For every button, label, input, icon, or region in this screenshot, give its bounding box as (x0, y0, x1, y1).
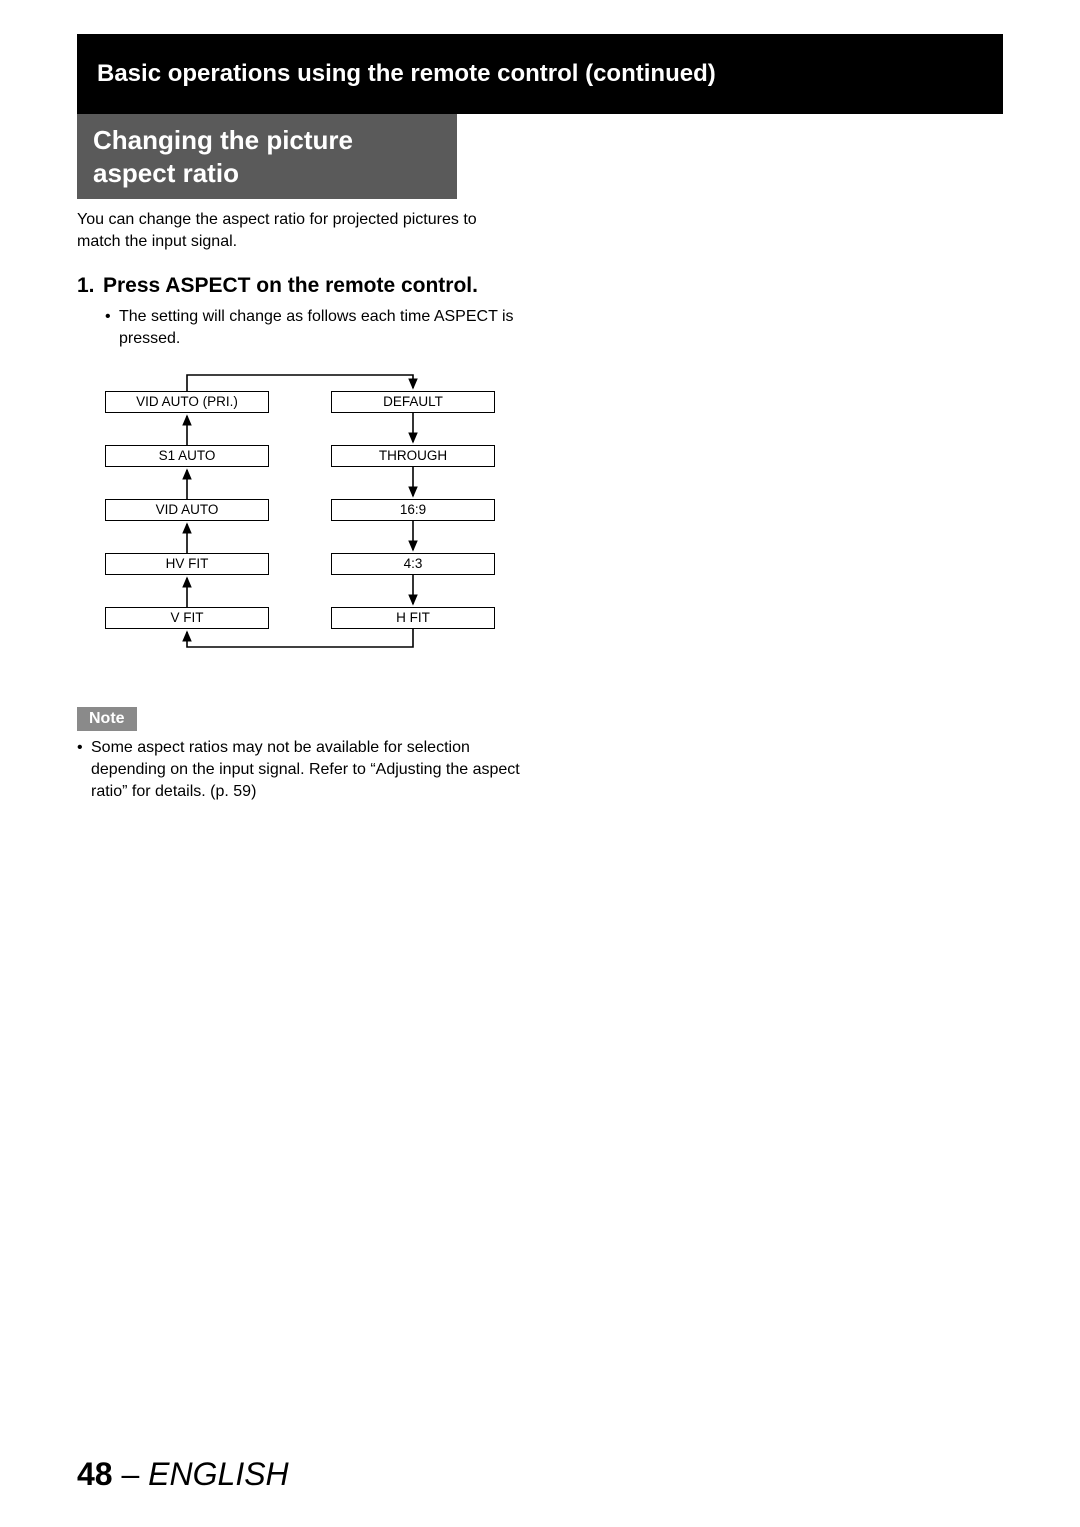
section-title: Changing the picture aspect ratio (77, 114, 457, 199)
section-title-line2: aspect ratio (93, 158, 239, 188)
node-vid-auto: VID AUTO (105, 499, 269, 521)
node-h-fit: H FIT (331, 607, 495, 629)
page-header: Basic operations using the remote contro… (77, 34, 1003, 114)
node-v-fit: V FIT (105, 607, 269, 629)
node-default: DEFAULT (331, 391, 495, 413)
page-content: Basic operations using the remote contro… (77, 34, 1003, 1493)
step-heading: 1. Press ASPECT on the remote control. (77, 274, 537, 298)
step-bullet: • The setting will change as follows eac… (105, 306, 525, 349)
header-title: Basic operations using the remote contro… (97, 60, 716, 87)
note-text: • Some aspect ratios may not be availabl… (77, 737, 537, 802)
step-text: Press ASPECT on the remote control. (103, 274, 537, 298)
page-number: 48 (77, 1456, 113, 1492)
footer-sep: – (113, 1456, 149, 1492)
node-s1-auto: S1 AUTO (105, 445, 269, 467)
step-number: 1. (77, 274, 103, 298)
bullet-text: The setting will change as follows each … (119, 306, 525, 349)
footer-language: ENGLISH (148, 1456, 288, 1492)
node-4-3: 4:3 (331, 553, 495, 575)
note-body: Some aspect ratios may not be available … (91, 737, 537, 802)
node-vid-auto-pri: VID AUTO (PRI.) (105, 391, 269, 413)
page-footer: 48 – ENGLISH (77, 1456, 289, 1493)
note-bullet-dot: • (77, 737, 91, 802)
note-label: Note (77, 707, 137, 731)
intro-text: You can change the aspect ratio for proj… (77, 209, 517, 252)
bullet-dot: • (105, 306, 119, 349)
section-title-line1: Changing the picture (93, 125, 353, 155)
aspect-flowchart: VID AUTO (PRI.) DEFAULT S1 AUTO THROUGH … (81, 363, 541, 683)
node-16-9: 16:9 (331, 499, 495, 521)
node-hv-fit: HV FIT (105, 553, 269, 575)
node-through: THROUGH (331, 445, 495, 467)
